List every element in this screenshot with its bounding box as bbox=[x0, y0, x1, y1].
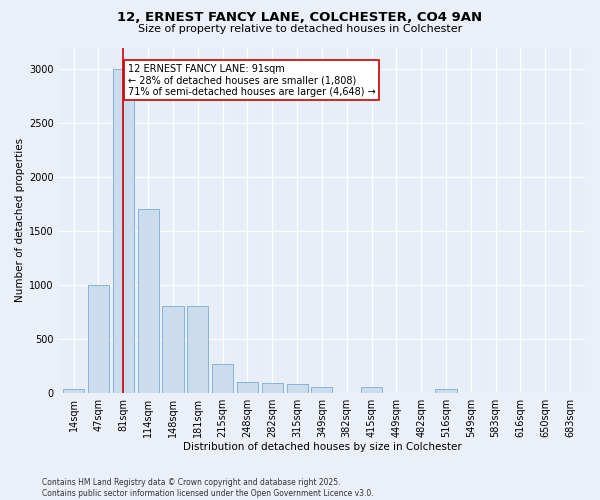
Text: Size of property relative to detached houses in Colchester: Size of property relative to detached ho… bbox=[138, 24, 462, 34]
Bar bbox=[237, 382, 258, 392]
Text: 12 ERNEST FANCY LANE: 91sqm
← 28% of detached houses are smaller (1,808)
71% of : 12 ERNEST FANCY LANE: 91sqm ← 28% of det… bbox=[128, 64, 376, 97]
X-axis label: Distribution of detached houses by size in Colchester: Distribution of detached houses by size … bbox=[182, 442, 461, 452]
Bar bbox=[361, 388, 382, 392]
Bar bbox=[212, 364, 233, 392]
Text: 12, ERNEST FANCY LANE, COLCHESTER, CO4 9AN: 12, ERNEST FANCY LANE, COLCHESTER, CO4 9… bbox=[118, 11, 482, 24]
Bar bbox=[436, 390, 457, 392]
Bar bbox=[262, 383, 283, 392]
Bar bbox=[113, 69, 134, 392]
Bar bbox=[63, 390, 84, 392]
Bar bbox=[137, 210, 158, 392]
Bar bbox=[187, 306, 208, 392]
Bar bbox=[163, 306, 184, 392]
Bar bbox=[88, 285, 109, 393]
Text: Contains HM Land Registry data © Crown copyright and database right 2025.
Contai: Contains HM Land Registry data © Crown c… bbox=[42, 478, 374, 498]
Y-axis label: Number of detached properties: Number of detached properties bbox=[15, 138, 25, 302]
Bar bbox=[287, 384, 308, 392]
Bar bbox=[311, 388, 332, 392]
